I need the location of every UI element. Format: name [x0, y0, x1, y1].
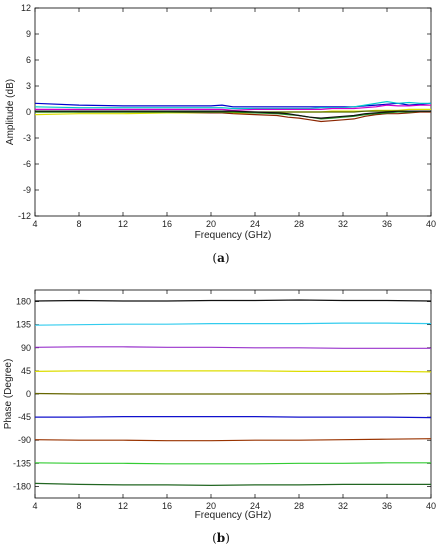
amplitude-chart-panel: 12 9 6 3 0 -3 -6 -9 -12 4 8 12 16 20 24 28 32 36 40 Frequ…	[5, 3, 436, 265]
amplitude-x-tick-label: 20	[206, 219, 216, 229]
phase-x-tick-label: 12	[118, 501, 128, 511]
phase-x-axis-label: Frequency (GHz)	[195, 510, 272, 521]
phase-series-line-4	[34, 370, 432, 373]
phase-series-line-9	[34, 482, 431, 487]
amplitude-y-tick-label: 0	[26, 107, 31, 117]
amplitude-y-tick-label: 12	[21, 3, 31, 13]
amplitude-x-axis-label: Frequency (GHz)	[195, 230, 272, 241]
phase-x-tick-label: 4	[32, 501, 37, 511]
amplitude-y-tick-label: -12	[18, 211, 31, 221]
amplitude-x-tick-label: 24	[250, 219, 260, 229]
phase-x-tick-label: 28	[294, 501, 304, 511]
phase-x-tick-label: 20	[206, 501, 216, 511]
phase-y-tick-label: 135	[16, 320, 31, 330]
amplitude-y-axis-label: Amplitude (dB)	[5, 79, 16, 145]
amplitude-x-tick-label: 36	[382, 219, 392, 229]
amplitude-x-tick-label: 16	[162, 219, 172, 229]
phase-chart-panel: 180 135 90 45 0 -45 -90 -135 -180 4 8 12 16 20 24 28 32…	[3, 289, 436, 545]
amplitude-x-tick-label: 12	[118, 219, 128, 229]
amplitude-x-tick-label: 8	[76, 219, 81, 229]
amplitude-x-tick-label: 32	[338, 219, 348, 229]
phase-x-tick-label: 32	[338, 501, 348, 511]
phase-x-tick-label: 40	[426, 501, 436, 511]
amplitude-series-line-2	[34, 100, 431, 110]
phase-y-tick-label: 90	[21, 343, 31, 353]
phase-series-line-6	[35, 416, 432, 419]
phase-x-tick-label: 16	[162, 501, 172, 511]
amplitude-y-tick-label: -9	[23, 185, 31, 195]
amplitude-y-tick-label: -6	[23, 159, 31, 169]
amplitude-y-tick-label: 6	[26, 55, 31, 65]
phase-y-axis-label: Phase (Degree)	[3, 359, 14, 430]
phase-y-tick-label: -45	[18, 412, 31, 422]
amplitude-x-tick-label: 40	[426, 219, 436, 229]
phase-x-tick-label: 8	[76, 501, 81, 511]
amplitude-x-tick-label: 4	[32, 219, 37, 229]
phase-y-tick-label: 0	[26, 389, 31, 399]
phase-series-line-5	[34, 392, 432, 395]
amplitude-series-line-8	[35, 110, 431, 119]
amplitude-x-tick-label: 28	[294, 219, 304, 229]
phase-series-line-7	[34, 438, 432, 442]
amplitude-y-tick-label: 9	[26, 29, 31, 39]
panel-b-caption: (b)	[212, 531, 230, 545]
amplitude-series-line-1	[34, 102, 432, 108]
phase-y-tick-label: -135	[13, 458, 31, 468]
phase-x-tick-label: 24	[250, 501, 260, 511]
amplitude-y-tick-label: 3	[26, 81, 31, 91]
panel-a-caption: (a)	[212, 251, 229, 265]
phase-y-tick-label: -90	[18, 435, 31, 445]
phase-y-tick-label: 45	[21, 366, 31, 376]
phase-series-line-3	[34, 346, 431, 349]
phase-y-tick-label: 180	[16, 297, 31, 307]
amplitude-y-tick-label: -3	[23, 133, 31, 143]
phase-y-tick-label: -180	[13, 481, 31, 491]
amplitude-series-line-3	[35, 104, 431, 111]
phase-series-line-1	[34, 299, 432, 302]
phase-series-line-8	[34, 462, 431, 465]
phase-series-line-2	[34, 322, 432, 326]
phase-x-tick-label: 36	[382, 501, 392, 511]
